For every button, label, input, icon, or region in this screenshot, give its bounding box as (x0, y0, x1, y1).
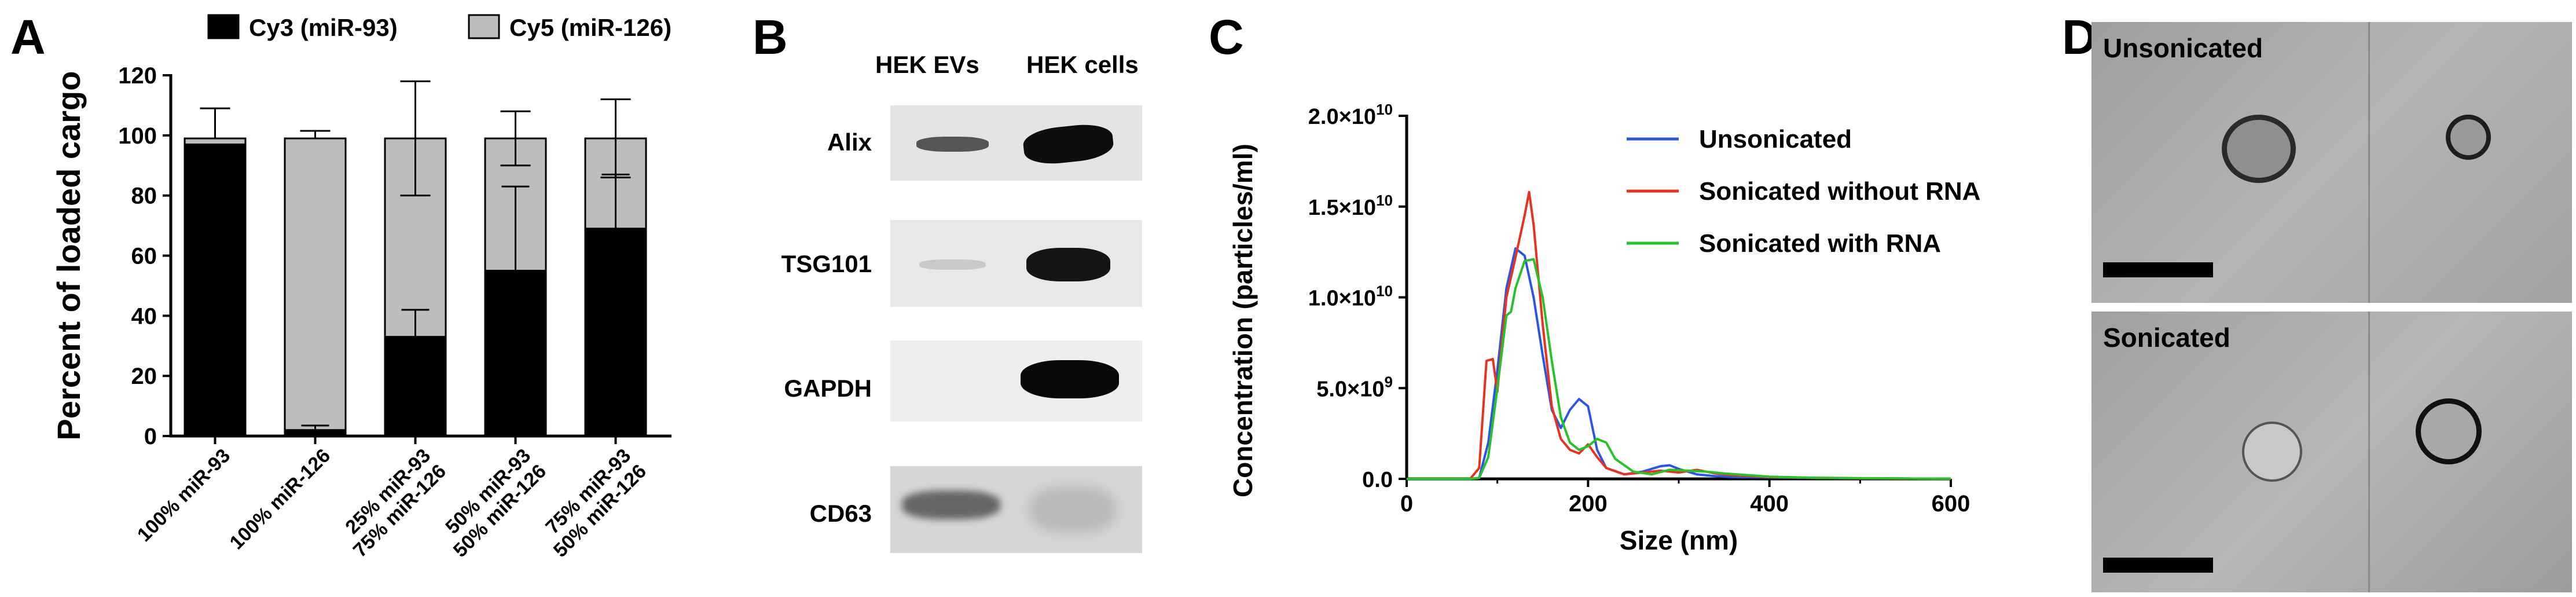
bar-cy3 (184, 143, 247, 437)
blot-band (1021, 360, 1119, 398)
blot-row-label-alix: Alix (827, 129, 872, 156)
y-tick-label: 60 (131, 244, 157, 269)
legend-label: Cy5 (miR-126) (509, 14, 671, 41)
y-tick-label: 40 (131, 303, 157, 329)
tem-label-sonicated: Sonicated (2103, 323, 2230, 353)
blot-band (902, 490, 1000, 519)
x-axis-title: Size (nm) (1620, 525, 1738, 555)
series-line-0 (1407, 247, 1951, 480)
series-line-2 (1407, 258, 1951, 480)
vesicle (2416, 398, 2482, 464)
tem-image-sonicated: Sonicated (2091, 312, 2572, 592)
x-tick-label: 200 (1569, 491, 1608, 517)
panel-letter-b: B (753, 10, 788, 64)
bar-cy3 (384, 336, 447, 437)
y-tick-label: 120 (118, 63, 157, 89)
blot-column-label-ev: HEK EVs (875, 51, 979, 78)
bar-cy3 (584, 228, 647, 437)
blot-strip-gapdh (890, 340, 1142, 422)
x-tick-label: 0 (1400, 491, 1413, 517)
x-tick-label: 600 (1932, 491, 1970, 517)
y-tick-label: 100 (118, 123, 157, 149)
scale-bar (2103, 558, 2213, 573)
blot-band (919, 259, 986, 270)
blot-band (916, 137, 989, 152)
legend-label: Sonicated without RNA (1699, 177, 1980, 206)
y-tick-label: 1.0×1010 (1308, 283, 1393, 311)
tem-label-unsonicated: Unsonicated (2103, 33, 2263, 63)
legend-label: Sonicated with RNA (1699, 229, 1941, 258)
y-tick-label: 80 (131, 184, 157, 209)
image-divider (2368, 312, 2370, 592)
blot-column-label-cells: HEK cells (1026, 51, 1139, 78)
scale-bar (2103, 262, 2213, 277)
y-axis-title: Concentration (particles/ml) (1228, 144, 1258, 497)
legend-swatch (468, 14, 500, 39)
blot-row-label-gapdh: GAPDH (784, 375, 872, 402)
y-tick-label: 0.0 (1362, 468, 1393, 492)
blot-row-label-tsg101: TSG101 (781, 250, 872, 277)
bar-cy3 (484, 269, 547, 437)
panel-letter-d: D (2062, 10, 2097, 64)
blot-strip-cd63 (890, 466, 1142, 553)
blot-band (1029, 486, 1116, 533)
y-tick-label: 2.0×1010 (1308, 101, 1393, 129)
y-tick-label: 0 (144, 424, 157, 449)
legend-swatch (207, 14, 240, 39)
blot-strip-alix (890, 105, 1142, 181)
tem-image-unsonicated: Unsonicated (2091, 22, 2572, 303)
panel-letter-c: C (1209, 10, 1244, 64)
panel-letter-a: A (10, 10, 46, 64)
legend-label: Cy3 (miR-93) (249, 14, 398, 41)
image-divider (2368, 22, 2370, 303)
x-tick-label: 400 (1750, 491, 1789, 517)
vesicle (2222, 115, 2296, 183)
blot-strip-tsg101 (890, 220, 1142, 307)
legend-label: Unsonicated (1699, 125, 1852, 153)
y-tick-label: 1.5×1010 (1308, 192, 1393, 220)
blot-band (1026, 248, 1110, 281)
bar-cy5 (284, 137, 347, 431)
vesicle (2242, 422, 2302, 482)
y-axis-title: Percent of loaded cargo (50, 71, 87, 441)
blot-row-label-cd63: CD63 (809, 500, 872, 527)
y-tick-label: 20 (131, 364, 157, 389)
y-tick-label: 5.0×109 (1316, 373, 1393, 401)
vesicle (2446, 115, 2491, 160)
